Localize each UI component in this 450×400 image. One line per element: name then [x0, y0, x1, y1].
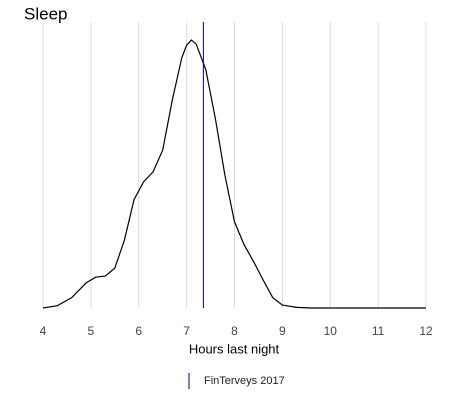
x-tick-label: 9 — [279, 324, 286, 338]
density-curve — [42, 39, 426, 309]
chart-title: Sleep — [24, 4, 67, 23]
legend-label: FinTerveys 2017 — [204, 375, 285, 387]
x-tick-label: 10 — [324, 324, 338, 338]
x-tick-label: 8 — [231, 324, 238, 338]
x-tick-label: 4 — [40, 324, 47, 338]
x-axis-label: Hours last night — [189, 341, 280, 356]
x-tick-label: 7 — [183, 324, 190, 338]
x-tick-label: 6 — [135, 324, 142, 338]
x-tick-label: 12 — [419, 324, 433, 338]
x-tick-label: 11 — [372, 324, 385, 338]
x-tick-label: 5 — [88, 324, 95, 338]
